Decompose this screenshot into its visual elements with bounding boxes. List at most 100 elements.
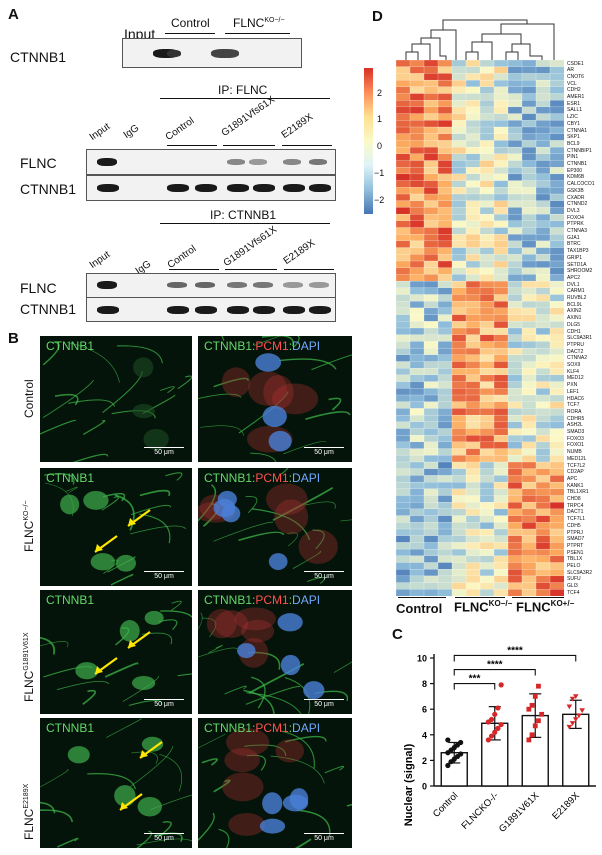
legend-tick-1: 1	[377, 114, 383, 124]
y-tick-label: 6	[422, 705, 427, 715]
channel-a: CTNNB1	[204, 471, 253, 485]
micrograph-r3-c1: CTNNB1 50 μm	[40, 590, 192, 714]
heatmap-cell	[451, 200, 467, 208]
heatmap-cell	[521, 307, 537, 316]
heatmap-cell	[507, 569, 523, 577]
heatmap-cell	[507, 60, 523, 68]
gene-label: NUMB	[567, 449, 582, 456]
gene-label: CTNNA1	[567, 127, 588, 134]
heatmap-cell	[521, 106, 537, 115]
heatmap-cell	[521, 234, 537, 242]
heatmap-cell	[535, 327, 551, 336]
gene-label: PIN1	[567, 154, 579, 161]
heatmap-cell	[479, 522, 495, 530]
heatmap-cell	[549, 146, 564, 155]
micrograph-r1-c2: CTNNB1:PCM1:DAPI 50 μm	[198, 336, 352, 462]
heatmap-cell	[451, 106, 467, 115]
gene-label: CBY1	[567, 120, 581, 127]
heatmap-cell	[493, 280, 509, 289]
heatmap-cell	[423, 508, 439, 517]
heatmap-cell	[396, 227, 411, 235]
heatmap-cell	[437, 314, 453, 322]
heatmap-cell	[451, 381, 467, 389]
heatmap-cell	[465, 180, 481, 188]
heatmap-cell	[521, 441, 537, 450]
heatmap-cell	[549, 140, 564, 148]
heatmap-cell	[423, 542, 439, 550]
heatmap-cell	[396, 193, 411, 202]
heatmap-cell	[549, 314, 564, 322]
heatmap-cell	[479, 347, 495, 356]
heatmap-cell	[521, 207, 537, 215]
significance-bracket	[453, 683, 496, 690]
gene-label: CTNNA2	[567, 355, 588, 362]
micrograph-channel-label: CTNNB1	[46, 471, 95, 485]
heatmap-cell	[423, 548, 439, 557]
heatmap-cell	[465, 528, 481, 537]
heatmap-cell	[451, 394, 467, 403]
heatmap-cell	[535, 247, 551, 255]
heatmap-cell	[451, 207, 467, 215]
heatmap-cell	[493, 374, 509, 383]
heatmap-cell	[423, 86, 439, 94]
data-point	[495, 725, 501, 731]
scale-bar: 50 μm	[144, 833, 184, 842]
heatmap-cell	[465, 240, 481, 249]
heatmap-cell	[437, 260, 453, 269]
heatmap-cell	[396, 508, 411, 517]
heatmap-cell	[549, 240, 564, 249]
heatmap-cell	[437, 73, 453, 81]
heatmap-cell	[409, 374, 425, 383]
heatmap-cell	[535, 153, 551, 161]
heatmap-cell	[507, 113, 523, 121]
channel-d: :	[288, 721, 293, 735]
ip-flnc-line	[160, 98, 330, 99]
heatmap-cell	[409, 528, 425, 537]
channel-a: CTNNB1	[204, 339, 253, 353]
heatmap-cell	[396, 240, 411, 249]
heatmap-cell	[396, 160, 411, 168]
heatmap-cell	[409, 461, 425, 470]
heatmap-cell	[493, 441, 509, 450]
heatmap-cell	[535, 213, 551, 222]
heatmap-cell	[451, 274, 467, 282]
heatmap-cell	[507, 341, 523, 349]
heatmap-cell	[451, 495, 467, 503]
heatmap-cell	[423, 428, 439, 436]
y-tick-label: 0	[422, 782, 427, 792]
heatmap-cell	[423, 475, 439, 483]
heatmap-cell	[549, 555, 564, 563]
micrograph-r2-c2: CTNNB1:PCM1:DAPI 50 μm	[198, 468, 352, 586]
heatmap-cell	[507, 542, 523, 550]
heatmap-cell	[437, 280, 453, 289]
heatmap-cell	[396, 354, 411, 362]
heatmap-cell	[409, 582, 425, 590]
heatmap-cell	[437, 401, 453, 409]
channel-c: PCM1	[255, 471, 289, 485]
heatmap-cell	[535, 180, 551, 188]
heatmap-cell	[437, 548, 453, 557]
heatmap-cell	[549, 575, 564, 584]
heatmap-cell	[465, 475, 481, 483]
heatmap-cell	[465, 126, 481, 135]
heatmap-cell	[423, 361, 439, 369]
heatmap-cell	[465, 589, 481, 596]
ip1-blot-flnc	[86, 149, 336, 175]
heatmap-cell	[521, 361, 537, 369]
heatmap-cell	[549, 301, 564, 309]
heatmap-cell	[396, 247, 411, 255]
y-axis-label: Nuclear (signal)	[403, 743, 415, 826]
gene-label: TBL1X	[567, 556, 583, 563]
heatmap-cell	[493, 455, 509, 463]
heatmap-cell	[396, 187, 411, 195]
micrograph-channel-label: CTNNB1	[46, 721, 95, 735]
heatmap-cell	[549, 468, 564, 476]
heatmap-cell	[535, 347, 551, 356]
heatmap-cell	[396, 93, 411, 101]
heatmap-cell	[423, 66, 439, 74]
heatmap-cell	[409, 435, 425, 443]
heatmap-cell	[535, 200, 551, 208]
heatmap-cell	[549, 569, 564, 577]
heatmap-cell	[535, 435, 551, 443]
heatmap-cell	[535, 240, 551, 249]
